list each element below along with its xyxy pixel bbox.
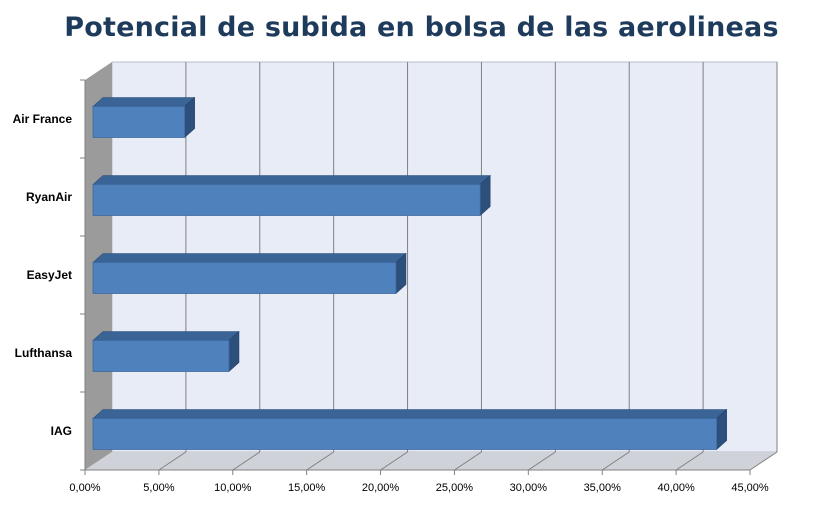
bar-top-face [92,253,407,263]
x-tick-label: 15,00% [288,482,326,494]
y-tick-label: EasyJet [27,268,72,282]
bar-front-face [92,184,481,216]
floor-gridline [158,451,187,471]
y-tick-label: Lufthansa [15,346,73,360]
bar [92,330,240,373]
plot-floor [85,452,777,470]
floor-gridline [749,451,778,471]
bar-front-face [92,262,397,294]
floor-gridline [601,451,630,471]
floor-gridline [454,451,482,471]
floor-gridline [528,451,556,471]
bar-top-face [92,97,196,107]
bar-front-face [92,340,230,372]
x-tick-label: 40,00% [657,482,695,494]
bar-top-face [92,331,240,341]
bar [92,174,491,217]
bar [92,252,407,295]
floor-gridline [306,451,334,471]
x-tick-label: 25,00% [436,482,474,494]
bar-top-face [92,175,491,185]
y-tick-label: IAG [51,424,72,438]
x-tick-label: 45,00% [731,482,769,494]
floor-gridline [380,451,408,471]
x-tick-label: 20,00% [362,482,400,494]
bar-front-face [92,418,718,450]
x-tick-label: 35,00% [584,482,622,494]
bar-top-face [92,409,728,419]
y-tick-label: RyanAir [26,190,72,204]
bar [92,408,728,451]
x-tick-label: 0,00% [69,482,100,494]
y-tick-label: Air France [13,112,73,126]
floor-gridline [675,451,704,471]
x-tick-label: 10,00% [214,482,252,494]
floor-gridline [232,451,261,471]
chart-title: Potencial de subida en bolsa de las aero… [64,12,779,43]
x-tick-label: 30,00% [510,482,548,494]
x-tick-label: 5,00% [143,482,174,494]
bar-front-face [92,106,186,138]
bar [92,96,196,139]
